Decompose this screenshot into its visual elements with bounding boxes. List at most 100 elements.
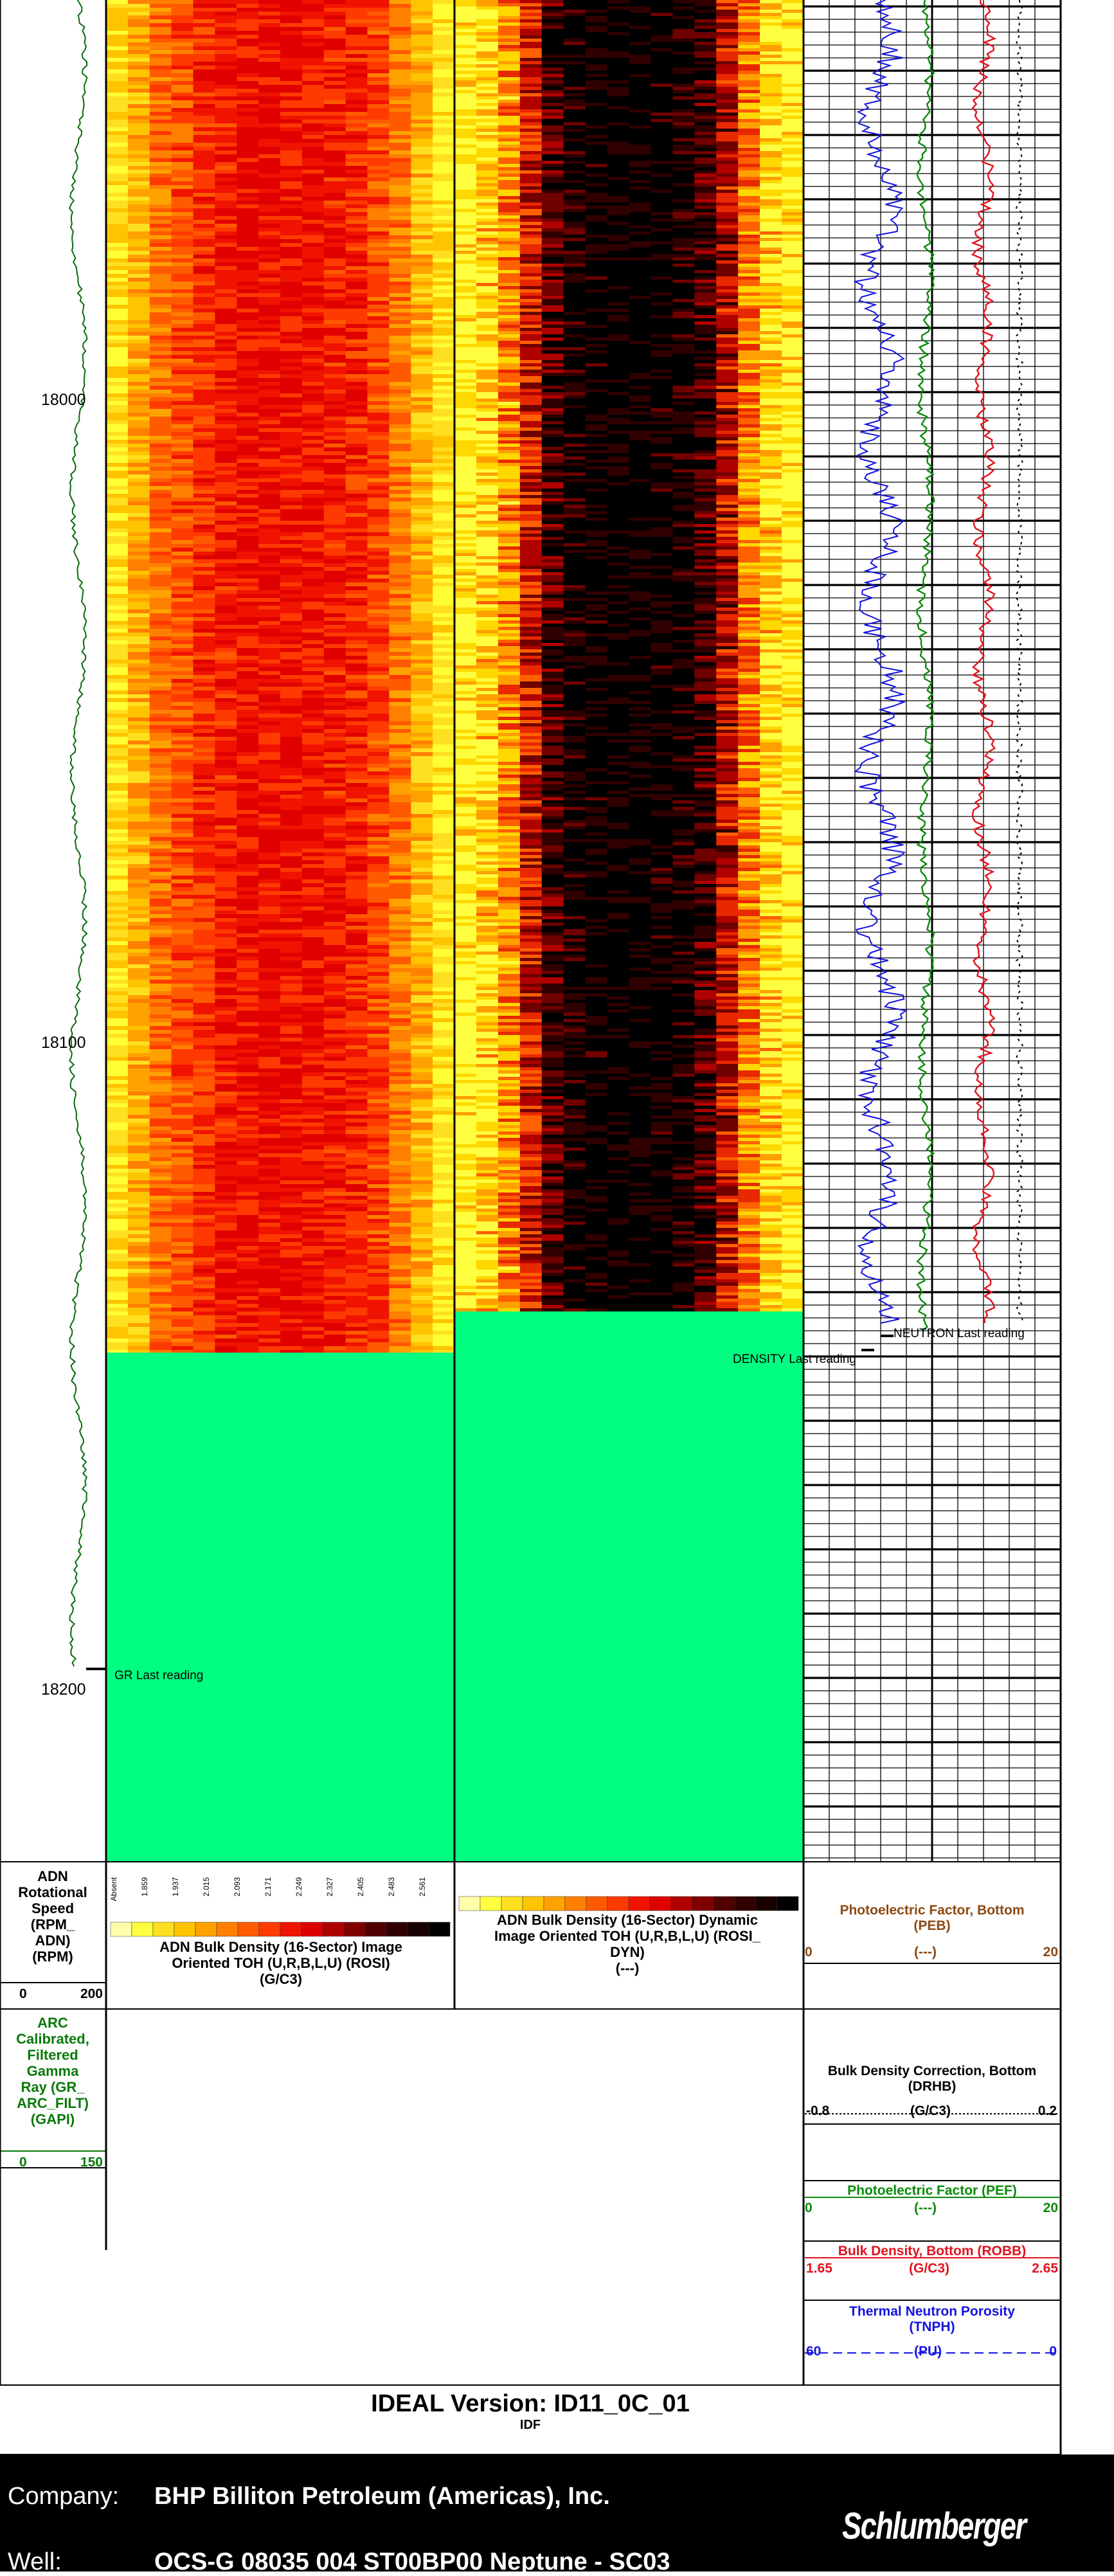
rosi-tick-label: 1.937 — [171, 1877, 180, 1896]
legend-drhb-mnemonic: (DRHB) — [804, 2079, 1061, 2094]
legend-pef-min: 0 — [805, 2201, 813, 2216]
rosi-tick-label: 2.249 — [294, 1877, 303, 1896]
rosi-dyn-colorbar-cell — [523, 1896, 544, 1911]
rosi-dyn-colorbar-cell — [459, 1896, 480, 1911]
legend-robb-title: Bulk Density, Bottom (ROBB) — [804, 2244, 1061, 2259]
company-label: Company: — [8, 2483, 119, 2510]
well-name: OCS-G 08035 004 ST00BP00 Neptune - SC03 — [154, 2548, 670, 2576]
legend-robb-min: 1.65 — [806, 2261, 832, 2276]
rosi-colorbar-cell — [111, 1922, 132, 1936]
legend-drhb-title: Bulk Density Correction, Bottom — [804, 2064, 1061, 2079]
rosi-colorbar-cell — [301, 1922, 323, 1936]
rosi-colorbar-cell — [132, 1922, 153, 1936]
legend-tnph-title: Thermal Neutron Porosity — [804, 2304, 1061, 2319]
legend-peb-title: Photoelectric Factor, Bottom — [804, 1903, 1061, 1918]
rosi-colorbar-cell — [323, 1922, 344, 1936]
legend-gr-line: Calibrated, — [0, 2031, 105, 2047]
legend-gr-min: 0 — [19, 2155, 27, 2170]
rosi-colorbar-cell — [344, 1922, 365, 1936]
legend-robb: Bulk Density, Bottom (ROBB) — [804, 2244, 1061, 2259]
legend-rosi-line: Oriented TOH (U,R,B,L,U) (ROSI) — [107, 1955, 455, 1971]
legend-gr-line: Ray (GR_ — [0, 2079, 105, 2095]
rosi-colorbar-cell — [174, 1922, 195, 1936]
rosi-dyn-colorbar-cell — [756, 1896, 777, 1911]
rosi-colorbar-cell — [195, 1922, 217, 1936]
legend-adn-rpm-line: (RPM) — [0, 1949, 105, 1965]
rosi-tick-label: 2.327 — [325, 1877, 334, 1896]
legend-pef-title: Photoelectric Factor (PEF) — [804, 2183, 1061, 2199]
legend-peb: Photoelectric Factor, Bottom (PEB) — [804, 1903, 1061, 1934]
rosi-colorbar-cell — [259, 1922, 280, 1936]
rosi-dyn-colorbar-cell — [544, 1896, 565, 1911]
legend-tnph-mnemonic: (TNPH) — [804, 2319, 1061, 2335]
legend-rosi: ADN Bulk Density (16-Sector) Image Orien… — [107, 1939, 455, 1987]
legend-adn-rpm-line: ADN) — [0, 1932, 105, 1949]
ideal-version-box: IDEAL Version: ID11_0C_01 IDF — [0, 2390, 1061, 2433]
company-name: BHP Billiton Petroleum (Americas), Inc. — [154, 2483, 610, 2510]
rosi-image — [106, 0, 455, 1355]
legend-adn-rpm-line: ADN — [0, 1868, 105, 1884]
rosi-dyn-colorbar-cell — [714, 1896, 735, 1911]
rosi-colorbar-cell — [386, 1922, 408, 1936]
rosi-tick-label: 2.093 — [233, 1877, 242, 1896]
legend-rosi-dyn-line: (---) — [458, 1960, 797, 1976]
rosi-tick-label: Absent — [109, 1877, 118, 1901]
legend-peb-min: 0 — [805, 1945, 813, 1960]
legend-robb-unit: (G/C3) — [909, 2261, 949, 2276]
rosi-dyn-colorbar-cell — [629, 1896, 650, 1911]
legend-rosi-dyn: ADN Bulk Density (16-Sector) Dynamic Ima… — [458, 1912, 797, 1976]
legend-adn-rpm-min: 0 — [19, 1986, 27, 2002]
rosi-tick-label: 2.561 — [418, 1877, 427, 1896]
footer-banner: Company: BHP Billiton Petroleum (America… — [0, 2454, 1114, 2571]
legend-peb-mnemonic: (PEB) — [913, 1918, 950, 1933]
rosi-dyn-colorbar-cell — [777, 1896, 798, 1911]
legend-robb-max: 2.65 — [1032, 2261, 1058, 2276]
legend-rosi-dyn-line: Image Oriented TOH (U,R,B,L,U) (ROSI_ — [458, 1928, 797, 1944]
rosi-tick-label: 2.483 — [387, 1877, 396, 1896]
legend-rosi-dyn-line: DYN) — [458, 1944, 797, 1960]
rosi-dyn-colorbar-cell — [501, 1896, 523, 1911]
legend-drhb: Bulk Density Correction, Bottom (DRHB) — [804, 2064, 1061, 2094]
rosi-dyn-colorbar-cell — [735, 1896, 756, 1911]
rosi-colorbar-cell — [153, 1922, 174, 1936]
rosi-colorbar-cell — [217, 1922, 238, 1936]
rosi-colorbar-cell — [408, 1922, 429, 1936]
rosi-tick-label: 2.015 — [202, 1877, 211, 1896]
gr-last-reading: GR Last reading — [114, 1669, 203, 1683]
rosi-dyn-colorbar-cell — [480, 1896, 501, 1911]
legend-rosi-line: ADN Bulk Density (16-Sector) Image — [107, 1939, 455, 1955]
ideal-sub: IDF — [0, 2418, 1061, 2433]
rosi-colorbar-cell — [365, 1922, 386, 1936]
legend-drhb-min: -0.8 — [806, 2103, 829, 2119]
legend-gr-line: (GAPI) — [0, 2111, 105, 2127]
legend-adn-rpm-line: Rotational — [0, 1884, 105, 1900]
legend-gr-max: 150 — [80, 2155, 103, 2170]
legend-gr-line: ARC — [0, 2015, 105, 2031]
legend-tnph-min: 60 — [806, 2344, 821, 2359]
depth-label-18100: 18100 — [41, 1034, 86, 1052]
rosi-dyn-colorbar-cell — [671, 1896, 692, 1911]
rosi-dyn-colorbar-cell — [607, 1896, 629, 1911]
legend-rosi-line: (G/C3) — [107, 1971, 455, 1987]
legend-tnph: Thermal Neutron Porosity (TNPH) — [804, 2304, 1061, 2335]
legend-gr-line: ARC_FILT) — [0, 2095, 105, 2111]
legend-adn-rpm: ADN Rotational Speed (RPM_ ADN) (RPM) — [0, 1868, 105, 1965]
rosi-dyn-colorbar-cell — [692, 1896, 714, 1911]
legend-gr-line: Filtered — [0, 2047, 105, 2063]
legend-drhb-unit: (G/C3) — [910, 2103, 951, 2119]
legend-adn-rpm-max: 200 — [80, 1986, 103, 2002]
legend-pef-unit: (---) — [914, 2201, 937, 2216]
depth-label-18200: 18200 — [41, 1680, 86, 1699]
legend-pef-max: 20 — [1043, 2201, 1058, 2216]
rosi-dyn-colorbar-cell — [650, 1896, 671, 1911]
depth-label-18000: 18000 — [41, 391, 86, 410]
ideal-version: IDEAL Version: ID11_0C_01 — [0, 2390, 1061, 2418]
legend-adn-rpm-line: Speed — [0, 1900, 105, 1916]
legend-tnph-max: 0 — [1049, 2344, 1057, 2359]
legend-adn-rpm-line: (RPM_ — [0, 1916, 105, 1932]
track3-grid — [804, 0, 1061, 1862]
rosi-colorbar-cell — [238, 1922, 259, 1936]
legend-tnph-unit: (PU) — [914, 2344, 942, 2359]
density-last-reading: DENSITY Last reading — [733, 1353, 856, 1367]
